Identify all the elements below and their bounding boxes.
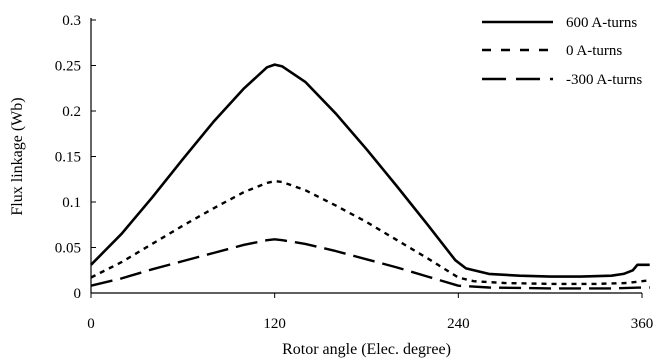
series-lines — [90, 63, 650, 290]
y-tick-label: 0.15 — [55, 150, 81, 166]
legend-label: -300 A-turns — [566, 72, 642, 88]
x-tick-label: 120 — [263, 316, 286, 332]
x-tick-label: 0 — [87, 316, 95, 332]
axis-ticks: 0 0.05 0.1 0.15 0.2 0.25 0.3 0 120 240 360 — [55, 13, 654, 332]
x-axis-label: Rotor angle (Elec. degree) — [282, 341, 451, 358]
y-tick-label: 0.3 — [62, 13, 81, 29]
y-tick-label: 0.25 — [55, 59, 81, 75]
y-tick-label: 0.2 — [62, 104, 81, 120]
series-line-300-a-turns — [90, 238, 650, 290]
y-tick-label: 0.05 — [55, 241, 81, 257]
y-axis-label: Flux linkage (Wb) — [9, 97, 26, 215]
x-tick-label: 240 — [447, 316, 470, 332]
legend-label: 0 A-turns — [566, 43, 622, 59]
x-tick-label: 360 — [631, 316, 654, 332]
legend-label: 600 A-turns — [566, 15, 637, 31]
legend: 600 A-turns 0 A-turns -300 A-turns — [482, 15, 642, 88]
series-line-0-a-turns — [90, 179, 650, 286]
y-tick-label: 0.1 — [62, 195, 81, 211]
series-line-600-a-turns — [90, 63, 650, 278]
y-tick-label: 0 — [74, 286, 82, 302]
axes — [90, 18, 642, 294]
